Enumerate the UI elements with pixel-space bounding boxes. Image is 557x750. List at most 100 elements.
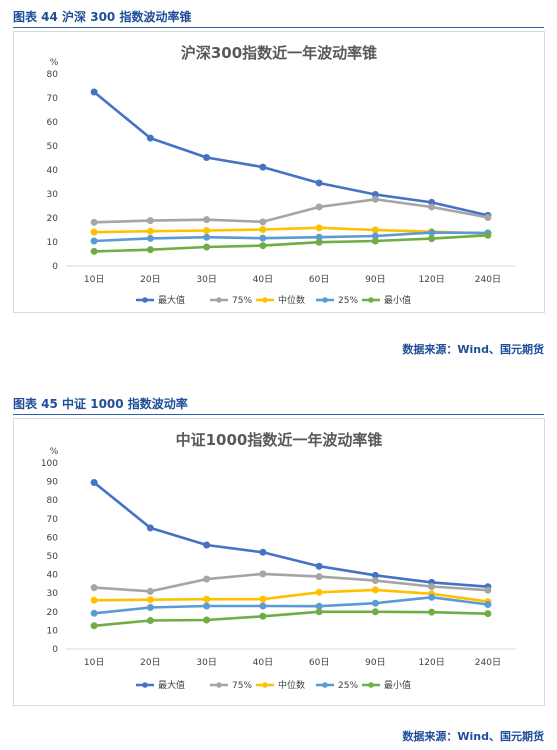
y-axis-unit: % (50, 58, 59, 68)
legend-swatch-marker (262, 682, 268, 688)
data-point (315, 203, 323, 211)
data-point (259, 234, 267, 242)
legend-item: 最小值 (362, 679, 411, 691)
data-point (90, 228, 98, 236)
data-point (484, 610, 492, 618)
y-tick-label: 70 (47, 94, 59, 104)
data-point (203, 243, 211, 251)
data-point (146, 134, 154, 142)
series-line (92, 226, 490, 235)
x-tick-label: 60日 (309, 274, 329, 285)
x-tick-label: 120日 (419, 274, 445, 285)
figure-divider (13, 27, 544, 28)
data-point (315, 608, 323, 616)
data-point (259, 218, 267, 226)
x-tick-label: 240日 (475, 657, 501, 668)
legend-label: 最大值 (158, 679, 185, 691)
legend-item: 25% (316, 681, 358, 691)
y-tick-label: 0 (52, 262, 58, 272)
legend-item: 最小值 (362, 294, 411, 306)
x-tick-label: 20日 (140, 657, 160, 668)
legend-item: 中位数 (256, 679, 305, 691)
data-point (315, 588, 323, 596)
legend-swatch-marker (142, 682, 148, 688)
data-point (428, 229, 436, 237)
legend-item: 最大值 (136, 679, 185, 691)
data-point (90, 218, 98, 226)
data-point (259, 163, 267, 171)
legend-label: 最小值 (384, 679, 411, 691)
data-point (203, 154, 211, 162)
x-tick-label: 40日 (253, 274, 273, 285)
legend-swatch-marker (262, 297, 268, 303)
x-tick-label: 30日 (196, 274, 216, 285)
x-tick-label: 30日 (196, 657, 216, 668)
y-tick-label: 40 (47, 166, 59, 176)
data-point (146, 227, 154, 235)
series-line (92, 198, 490, 224)
data-point (428, 203, 436, 211)
data-point (90, 609, 98, 617)
data-point (428, 608, 436, 616)
series-line (92, 231, 490, 243)
y-tick-label: 30 (47, 589, 59, 599)
y-tick-label: 10 (47, 238, 59, 248)
data-point (484, 214, 492, 222)
data-point (146, 604, 154, 612)
y-tick-label: 0 (52, 645, 58, 655)
data-point (90, 479, 98, 487)
y-tick-label: 100 (41, 459, 58, 469)
data-point (146, 234, 154, 242)
series-line (92, 90, 490, 217)
data-point (371, 608, 379, 616)
x-tick-label: 40日 (253, 657, 273, 668)
data-point (146, 246, 154, 254)
data-point (315, 238, 323, 246)
data-point (203, 575, 211, 583)
legend-item: 最大值 (136, 294, 185, 306)
data-point (371, 586, 379, 594)
y-tick-label: 60 (47, 533, 59, 543)
legend-swatch-marker (322, 682, 328, 688)
data-point (90, 596, 98, 604)
data-point (146, 596, 154, 604)
legend-swatch-marker (368, 297, 374, 303)
data-point (90, 247, 98, 255)
data-point (203, 595, 211, 603)
x-tick-label: 10日 (84, 274, 104, 285)
data-point (203, 541, 211, 549)
data-point (428, 235, 436, 243)
source-note: 数据来源：Wind、国元期货 (402, 730, 544, 743)
legend-label: 75% (232, 296, 252, 306)
y-tick-label: 90 (47, 478, 59, 488)
legend-label: 25% (338, 296, 358, 306)
data-point (203, 233, 211, 241)
y-tick-label: 60 (47, 118, 59, 128)
series-line (92, 234, 490, 253)
data-point (315, 224, 323, 232)
legend-swatch-marker (322, 297, 328, 303)
legend-swatch-marker (216, 297, 222, 303)
figure-divider (13, 414, 544, 415)
legend-item: 75% (210, 296, 252, 306)
data-point (90, 622, 98, 630)
series-line (92, 596, 490, 615)
data-point (259, 242, 267, 250)
figure-label: 图表 45 中证 1000 指数波动率 (13, 397, 188, 411)
data-point (371, 237, 379, 245)
data-point (90, 237, 98, 245)
data-point (428, 593, 436, 601)
legend-item: 25% (316, 296, 358, 306)
y-tick-label: 50 (47, 142, 59, 152)
series-line (92, 481, 490, 588)
data-point (259, 548, 267, 556)
data-point (484, 231, 492, 239)
legend-swatch-marker (142, 297, 148, 303)
chart-panel: 中证1000指数近一年波动率锥% 0 10 20 30 40 50 60 70 80 90 100 10… (13, 418, 545, 706)
data-point (146, 617, 154, 625)
data-point (371, 226, 379, 234)
data-point (90, 88, 98, 96)
y-tick-label: 40 (47, 571, 59, 581)
data-point (146, 217, 154, 225)
legend-swatch-marker (216, 682, 222, 688)
